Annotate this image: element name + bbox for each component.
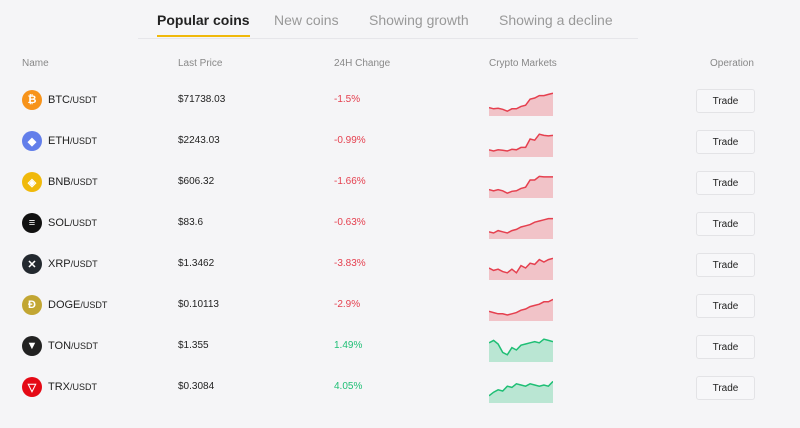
sparkline-area xyxy=(489,258,553,280)
trade-button[interactable]: Trade xyxy=(696,130,755,154)
sparkline-line xyxy=(489,380,553,397)
sparkline-chart xyxy=(489,175,553,198)
change-24h: 4.05% xyxy=(334,381,363,392)
coin-pair[interactable]: TON/USDT xyxy=(48,340,98,352)
coin-tabs: Popular coins New coins Showing growth S… xyxy=(138,0,638,39)
last-price: $83.6 xyxy=(178,217,204,228)
coin-base: TON xyxy=(48,340,72,352)
sparkline-area xyxy=(489,93,553,116)
last-price: $1.3462 xyxy=(178,258,215,269)
change-24h: -1.66% xyxy=(334,176,366,187)
coin-base: XRP xyxy=(48,258,71,270)
coin-pair[interactable]: BTC/USDT xyxy=(48,94,97,106)
sparkline-chart xyxy=(489,92,553,116)
coin-quote: /USDT xyxy=(70,382,97,392)
sparkline-area xyxy=(489,339,553,362)
trade-button[interactable]: Trade xyxy=(696,212,755,236)
coin-pair[interactable]: TRX/USDT xyxy=(48,381,97,393)
coin-quote: /USDT xyxy=(70,95,97,105)
trade-button[interactable]: Trade xyxy=(696,376,755,400)
bnb-icon: ◈ xyxy=(22,172,42,192)
sparkline-chart xyxy=(489,133,553,157)
xrp-icon: ✕ xyxy=(22,254,42,274)
dogecoin-icon: Ð xyxy=(22,295,42,315)
sparkline-chart xyxy=(489,380,553,403)
coin-quote: /USDT xyxy=(70,259,98,269)
sparkline-chart xyxy=(489,298,553,321)
trade-button[interactable]: Trade xyxy=(696,253,755,277)
trade-button[interactable]: Trade xyxy=(696,89,755,113)
last-price: $1.355 xyxy=(178,340,209,351)
coin-row: Ð DOGE/USDT $0.10113 -2.9% Trade xyxy=(0,294,800,346)
header-price: Last Price xyxy=(178,58,223,69)
change-24h: -0.63% xyxy=(334,217,366,228)
header-operation: Operation xyxy=(710,58,754,69)
coin-pair[interactable]: XRP/USDT xyxy=(48,258,98,270)
tab-showing-growth[interactable]: Showing growth xyxy=(369,12,469,28)
tab-showing-decline[interactable]: Showing a decline xyxy=(499,12,613,28)
sparkline-area xyxy=(489,218,553,239)
ton-icon: ▼ xyxy=(22,336,42,356)
sparkline-line xyxy=(489,298,553,316)
sparkline-area xyxy=(489,176,553,198)
sparkline-line xyxy=(489,175,553,195)
coin-row: ▽ TRX/USDT $0.3084 4.05% Trade xyxy=(0,376,800,428)
sparkline-line xyxy=(489,92,553,113)
coin-row: ₿ BTC/USDT $71738.03 -1.5% Trade xyxy=(0,89,800,141)
coin-pair[interactable]: ETH/USDT xyxy=(48,135,97,147)
coin-base: SOL xyxy=(48,217,71,229)
sparkline-area xyxy=(489,299,553,321)
coin-row: ◆ ETH/USDT $2243.03 -0.99% Trade xyxy=(0,130,800,182)
trade-button[interactable]: Trade xyxy=(696,335,755,359)
coin-base: DOGE xyxy=(48,299,81,311)
last-price: $71738.03 xyxy=(178,94,226,105)
change-24h: -0.99% xyxy=(334,135,366,146)
sparkline-chart xyxy=(489,257,553,280)
trade-button[interactable]: Trade xyxy=(696,294,755,318)
trade-button[interactable]: Trade xyxy=(696,171,755,195)
last-price: $0.3084 xyxy=(178,381,215,392)
change-24h: -2.9% xyxy=(334,299,361,310)
coin-base: ETH xyxy=(48,135,70,147)
tab-new-coins[interactable]: New coins xyxy=(274,12,339,28)
header-name: Name xyxy=(22,58,49,69)
sparkline-line xyxy=(489,257,553,274)
coin-quote: /USDT xyxy=(71,341,99,351)
last-price: $2243.03 xyxy=(178,135,220,146)
sparkline-area xyxy=(489,381,553,403)
coin-base: BTC xyxy=(48,94,70,106)
coin-quote: /USDT xyxy=(70,136,97,146)
coin-quote: /USDT xyxy=(70,218,98,228)
last-price: $0.10113 xyxy=(178,299,219,310)
coin-row: ◈ BNB/USDT $606.32 -1.66% Trade xyxy=(0,171,800,223)
sparkline-line xyxy=(489,338,553,356)
coin-base: BNB xyxy=(48,176,71,188)
sparkline-chart xyxy=(489,338,553,362)
sparkline-area xyxy=(489,134,553,157)
last-price: $606.32 xyxy=(178,176,215,187)
solana-icon: ≡ xyxy=(22,213,42,233)
tab-popular-coins[interactable]: Popular coins xyxy=(157,12,250,37)
sparkline-line xyxy=(489,133,553,152)
coin-pair[interactable]: SOL/USDT xyxy=(48,217,97,229)
tron-icon: ▽ xyxy=(22,377,42,397)
coin-quote: /USDT xyxy=(70,177,98,187)
coin-quote: /USDT xyxy=(80,300,108,310)
coin-row: ✕ XRP/USDT $1.3462 -3.83% Trade xyxy=(0,253,800,305)
coin-base: TRX xyxy=(48,381,70,393)
coin-row: ▼ TON/USDT $1.355 1.49% Trade xyxy=(0,335,800,387)
bitcoin-icon: ₿ xyxy=(22,90,42,110)
coin-pair[interactable]: DOGE/USDT xyxy=(48,299,107,311)
header-change: 24H Change xyxy=(334,58,391,69)
change-24h: -1.5% xyxy=(334,94,361,105)
sparkline-chart xyxy=(489,217,553,239)
header-markets: Crypto Markets xyxy=(489,58,557,69)
change-24h: -3.83% xyxy=(334,258,366,269)
sparkline-line xyxy=(489,217,553,234)
change-24h: 1.49% xyxy=(334,340,363,351)
coin-row: ≡ SOL/USDT $83.6 -0.63% Trade xyxy=(0,212,800,264)
coin-pair[interactable]: BNB/USDT xyxy=(48,176,98,188)
ethereum-icon: ◆ xyxy=(22,131,42,151)
